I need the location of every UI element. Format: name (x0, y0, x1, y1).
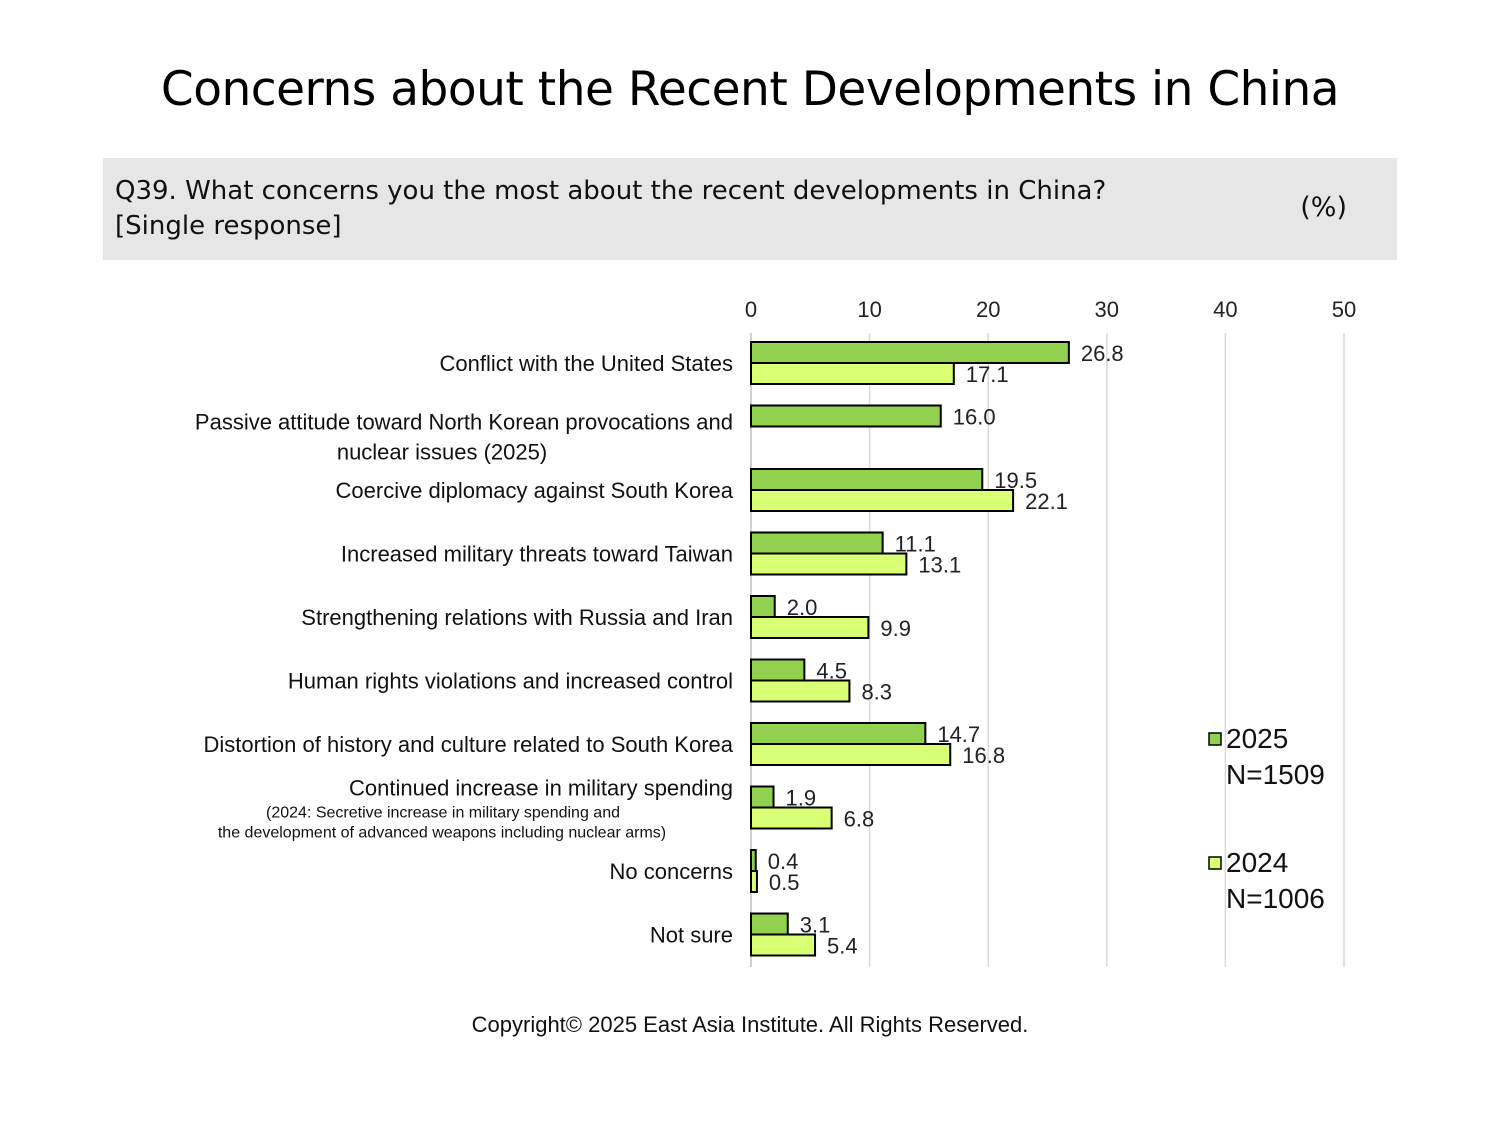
bar-2024 (750, 743, 952, 766)
data-label: 5.4 (827, 934, 858, 959)
bar-2024 (750, 679, 851, 703)
data-label: 4.5 (816, 659, 847, 684)
category-note: (2024: Secretive increase in military sp… (266, 805, 620, 822)
data-label: 8.3 (861, 680, 892, 705)
data-label: 16.8 (962, 743, 1005, 768)
x-tick-label: 10 (857, 297, 881, 322)
data-label: 6.8 (844, 807, 875, 832)
bar-2025 (750, 341, 1070, 364)
question-line-1: Q39. What concerns you the most about th… (115, 176, 1107, 206)
legend-swatch-2024 (1208, 856, 1222, 870)
data-label: 3.1 (800, 913, 831, 938)
question-line-2: [Single response] (115, 211, 342, 241)
x-tick-label: 40 (1213, 297, 1237, 322)
data-label: 0.5 (769, 870, 800, 895)
legend-label: 2024 (1226, 847, 1288, 878)
data-label: 14.7 (937, 722, 980, 747)
category-note: the development of advanced weapons incl… (218, 825, 666, 842)
bar-2025 (750, 468, 984, 491)
category-label: Strengthening relations with Russia and … (301, 605, 733, 630)
bar-2025 (750, 912, 789, 936)
bar-2024 (750, 933, 817, 957)
bar-2025 (750, 595, 776, 618)
question-text: Q39. What concerns you the most about th… (115, 174, 1106, 244)
data-label: 13.1 (918, 553, 961, 578)
bar-2024 (750, 362, 955, 385)
bar-2025 (750, 849, 757, 872)
x-tick-label: 0 (745, 297, 757, 322)
legend-label: 2025 (1226, 723, 1288, 754)
category-label: Increased military threats toward Taiwan (341, 542, 733, 567)
x-tick-label: 30 (1095, 297, 1119, 322)
data-label: 22.1 (1025, 489, 1068, 514)
page-title: Concerns about the Recent Developments i… (160, 62, 1340, 117)
bar-2024 (750, 552, 908, 576)
data-label: 1.9 (786, 786, 817, 811)
legend-sample-size: N=1509 (1226, 759, 1325, 790)
bar-2024 (750, 870, 758, 893)
data-label: 9.9 (880, 616, 911, 641)
category-label: Conflict with the United States (440, 351, 733, 376)
legend-swatch-2025 (1208, 732, 1222, 746)
data-label: 16.0 (953, 405, 996, 430)
bar-2025 (750, 785, 775, 809)
category-label: Distortion of history and culture relate… (203, 732, 733, 757)
question-box: Q39. What concerns you the most about th… (103, 158, 1397, 260)
category-label: Coercive diplomacy against South Korea (336, 478, 734, 503)
bar-2025 (750, 531, 884, 555)
data-label: 2.0 (787, 595, 818, 620)
category-label: Continued increase in military spending (349, 776, 733, 801)
data-label: 11.1 (895, 532, 936, 557)
category-label: No concerns (609, 859, 733, 884)
x-tick-label: 20 (976, 297, 1000, 322)
category-label: Passive attitude toward North Korean pro… (195, 410, 733, 435)
copyright-notice: Copyright© 2025 East Asia Institute. All… (471, 1012, 1029, 1037)
data-label: 0.4 (768, 849, 799, 874)
bar-2024 (750, 489, 1015, 512)
bar-2024 (750, 616, 870, 639)
data-label: 19.5 (994, 468, 1037, 493)
category-label: Not sure (650, 923, 733, 948)
data-label: 26.8 (1081, 341, 1124, 366)
legend-sample-size: N=1006 (1226, 883, 1325, 914)
bar-2025 (750, 722, 927, 745)
x-tick-label: 50 (1332, 297, 1356, 322)
unit-label: (%) (1300, 192, 1347, 223)
bar-2025 (750, 658, 806, 682)
bar-2024 (750, 806, 833, 830)
category-label: Human rights violations and increased co… (288, 669, 733, 694)
data-label: 17.1 (966, 362, 1009, 387)
category-label: nuclear issues (2025) (337, 440, 547, 465)
bar-2025 (750, 404, 942, 428)
